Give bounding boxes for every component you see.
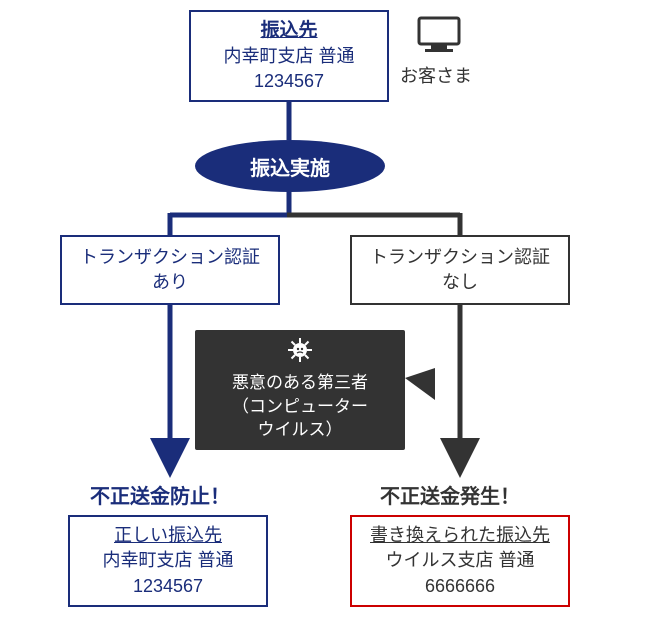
malicious-line1: 悪意のある第三者 xyxy=(203,371,397,395)
right-result-line1: ウイルス支店 普通 xyxy=(385,548,534,573)
virus-icon xyxy=(203,338,397,369)
right-result-line2: 6666666 xyxy=(425,574,495,599)
left-branch-line1: トランザクション認証 xyxy=(80,245,260,270)
malicious-callout: 悪意のある第三者 （コンピューター ウイルス） xyxy=(195,330,405,450)
right-branch-box: トランザクション認証 なし xyxy=(350,235,570,305)
right-result-box: 書き換えられた振込先 ウイルス支店 普通 6666666 xyxy=(350,515,570,607)
right-result-label: 不正送金発生！ xyxy=(380,480,520,509)
right-result-title: 書き換えられた振込先 xyxy=(370,523,550,548)
monitor-icon xyxy=(415,15,463,64)
malicious-line2: （コンピューター xyxy=(203,395,397,419)
transfer-execute-ellipse: 振込実施 xyxy=(195,140,385,192)
left-result-line1: 内幸町支店 普通 xyxy=(102,548,233,573)
transaction-auth-diagram: 振込先 内幸町支店 普通 1234567 お客さま 振込実施 トランザクション認… xyxy=(0,0,670,635)
left-result-title: 正しい振込先 xyxy=(114,523,222,548)
left-branch-line2: あり xyxy=(152,270,188,295)
top-destination-box: 振込先 内幸町支店 普通 1234567 xyxy=(189,10,389,102)
top-box-line1: 内幸町支店 普通 xyxy=(223,44,354,69)
top-box-line2: 1234567 xyxy=(254,69,324,94)
right-branch-line2: なし xyxy=(442,270,478,295)
left-branch-box: トランザクション認証 あり xyxy=(60,235,280,305)
customer-label: お客さま xyxy=(400,62,472,88)
right-branch-line1: トランザクション認証 xyxy=(370,245,550,270)
ellipse-label: 振込実施 xyxy=(250,152,330,181)
left-result-label: 不正送金防止！ xyxy=(90,480,230,509)
top-box-title: 振込先 xyxy=(260,18,317,45)
malicious-line3: ウイルス） xyxy=(203,418,397,442)
left-result-line2: 1234567 xyxy=(133,574,203,599)
left-result-box: 正しい振込先 内幸町支店 普通 1234567 xyxy=(68,515,268,607)
